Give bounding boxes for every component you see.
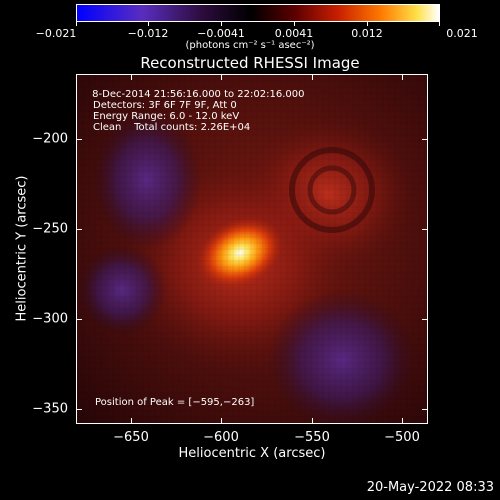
colorbar-tick bbox=[439, 22, 440, 26]
y-axis-title: Heliocentric Y (arcsec) bbox=[14, 175, 30, 322]
x-tick-label: −600 bbox=[203, 430, 239, 445]
x-tick bbox=[131, 74, 132, 80]
colorbar-label: 0.021 bbox=[446, 27, 478, 40]
y-tick bbox=[76, 319, 82, 320]
y-tick bbox=[76, 229, 82, 230]
plot-title: Reconstructed RHESSI Image bbox=[140, 54, 360, 72]
colorbar-units: (photons cm⁻² s⁻¹ asec⁻²) bbox=[185, 40, 315, 51]
x-tick bbox=[312, 418, 313, 424]
x-tick-label: −500 bbox=[384, 430, 420, 445]
colorbar-label: −0.0041 bbox=[197, 27, 245, 40]
x-tick bbox=[221, 418, 222, 424]
timestamp: 20-May-2022 08:33 bbox=[366, 480, 494, 495]
colorbar bbox=[76, 4, 440, 22]
y-tick bbox=[422, 229, 428, 230]
x-axis-title: Heliocentric X (arcsec) bbox=[178, 446, 326, 461]
x-tick-label: −550 bbox=[294, 430, 330, 445]
y-tick bbox=[76, 139, 82, 140]
colorbar-tick bbox=[148, 22, 149, 26]
colorbar-tick bbox=[294, 22, 295, 26]
info-time-range: 8-Dec-2014 21:56:16.000 to 22:02:16.000 bbox=[89, 89, 305, 100]
colorbar-tick bbox=[367, 22, 368, 26]
y-tick bbox=[422, 409, 428, 410]
y-tick-label: −350 bbox=[32, 401, 68, 417]
info-clean-counts: Clean Total counts: 2.26E+04 bbox=[93, 122, 251, 133]
pixel-grid bbox=[77, 75, 427, 423]
rhessi-image-canvas bbox=[77, 75, 427, 423]
x-tick bbox=[131, 418, 132, 424]
x-tick bbox=[402, 418, 403, 424]
x-tick bbox=[221, 74, 222, 80]
colorbar-label: −0.021 bbox=[35, 27, 77, 40]
rhessi-image: 8-Dec-2014 21:56:16.000 to 22:02:16.000 … bbox=[76, 74, 428, 424]
colorbar-tick bbox=[221, 22, 222, 26]
colorbar-label: −0.012 bbox=[127, 27, 169, 40]
y-tick bbox=[422, 139, 428, 140]
colorbar-label: 0.012 bbox=[351, 27, 383, 40]
info-detectors: Detectors: 3F 6F 7F 9F, Att 0 bbox=[93, 100, 237, 111]
y-tick-label: −250 bbox=[32, 221, 68, 237]
y-tick-label: −300 bbox=[32, 311, 68, 327]
y-tick bbox=[422, 319, 428, 320]
info-peak-position: Position of Peak = [−595,−263] bbox=[95, 397, 255, 408]
y-tick bbox=[76, 409, 82, 410]
x-tick-label: −650 bbox=[113, 430, 149, 445]
colorbar-tick bbox=[76, 22, 77, 26]
colorbar-label: 0.0041 bbox=[274, 27, 314, 40]
info-energy-range: Energy Range: 6.0 - 12.0 keV bbox=[93, 111, 240, 122]
y-tick-label: −200 bbox=[32, 131, 68, 147]
x-tick bbox=[312, 74, 313, 80]
x-tick bbox=[402, 74, 403, 80]
